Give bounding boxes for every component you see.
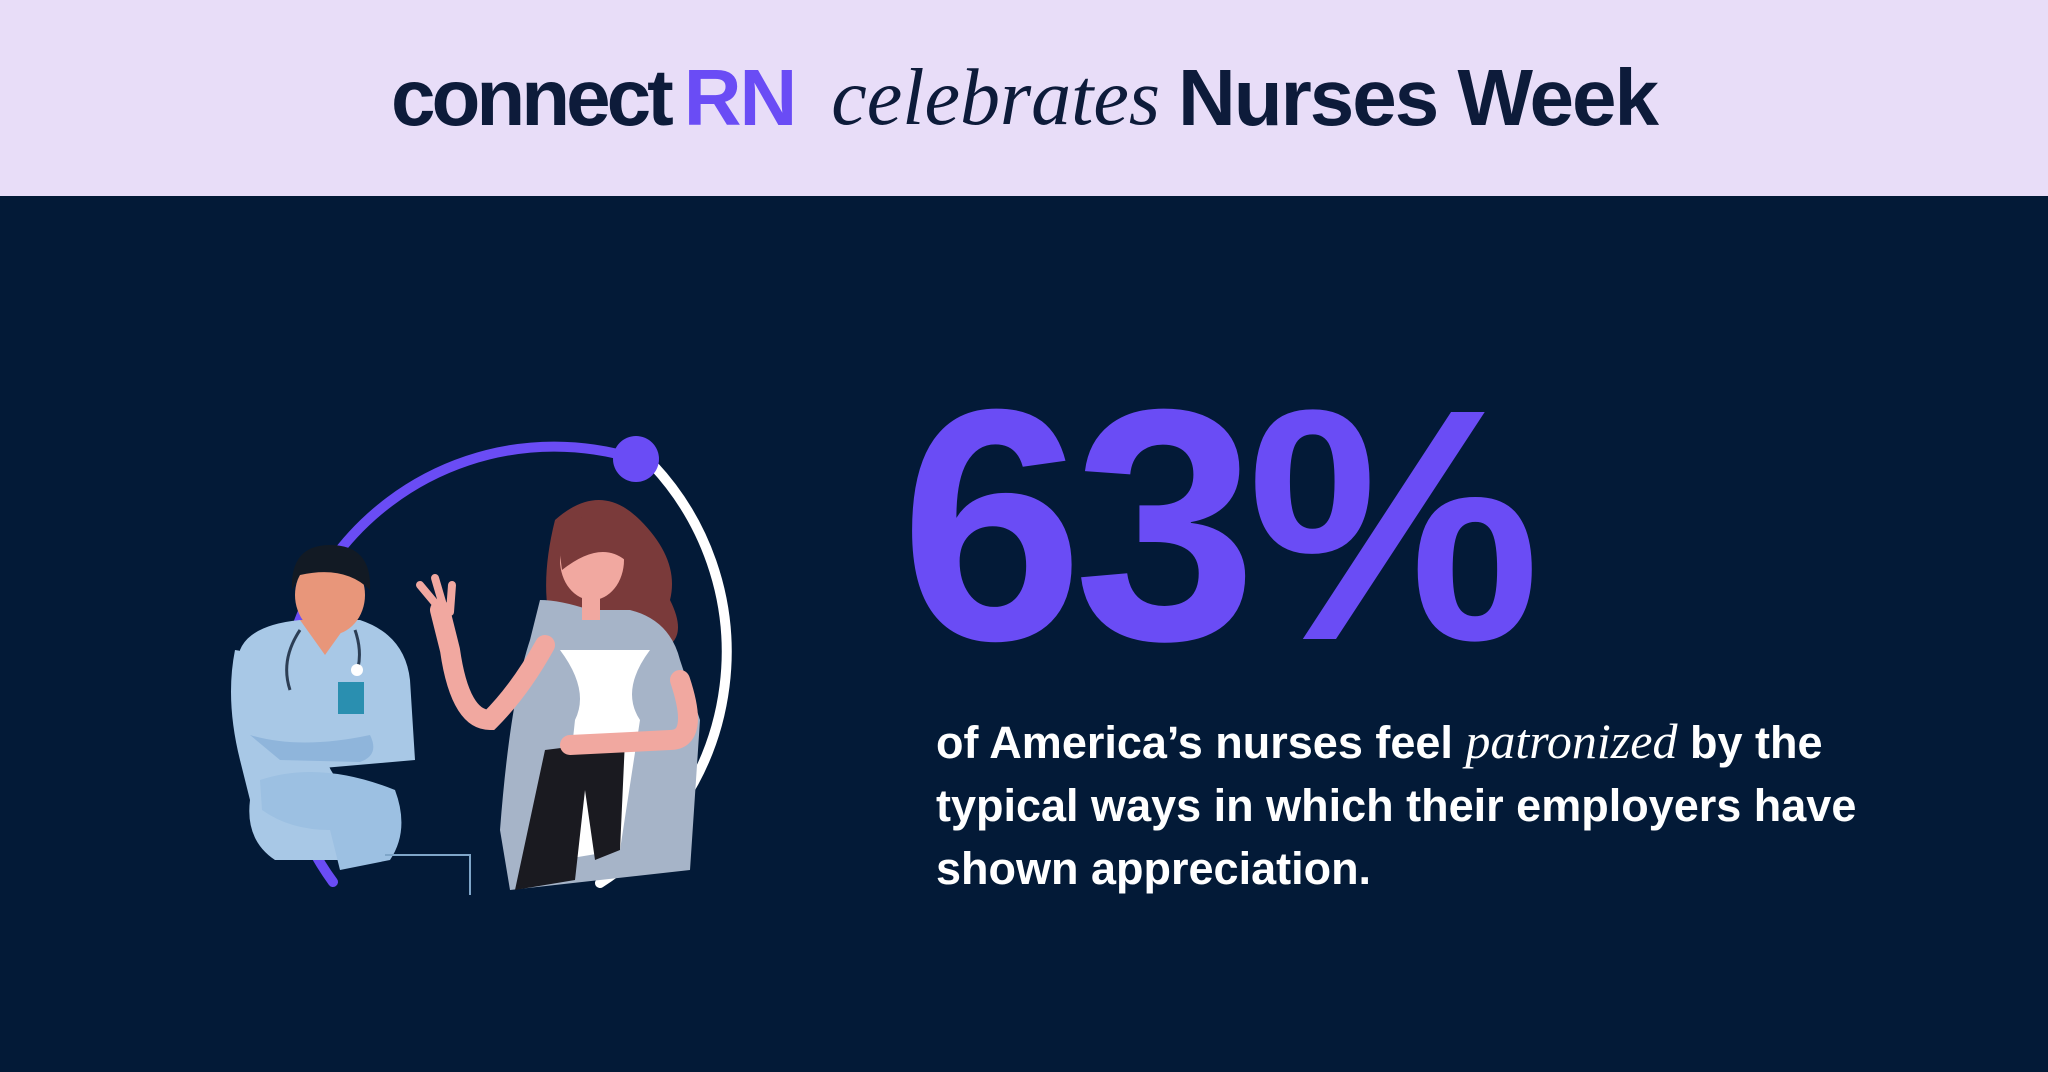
tagline-italic: celebrates [831,53,1160,142]
brand-suffix: RN [683,53,798,142]
description-emphasis: patronized [1465,713,1678,769]
header-bar [0,0,2048,196]
tagline: Nurses Week [1178,53,1659,142]
arc-dot [613,436,659,482]
stat-value: 63% [900,340,1540,709]
brand: connect [390,53,674,142]
description-text: of America’s nurses feel [936,717,1453,768]
nurse-figure [231,545,471,895]
header-title: connect RN celebrates Nurses Week [0,0,2048,196]
stat-description: of America’s nurses feel patronized by t… [936,710,1916,900]
description-text: by the typical ways in which their emplo… [936,717,1857,894]
woman-figure [416,500,700,890]
